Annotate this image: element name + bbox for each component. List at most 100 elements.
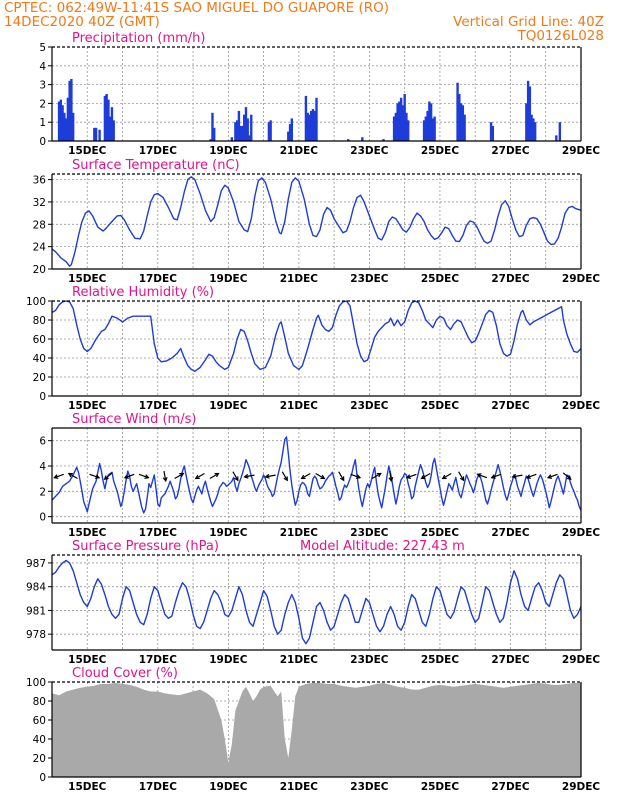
x-tick-label: 17DEC [139,654,178,666]
precip-bar [98,129,101,141]
wind-arrow-head [194,474,200,480]
panel-3: 0 20 40 60 80 100 15DEC 17DEC 19DEC 21DEC 23DEC 25D… [26,285,600,412]
panel-title: Surface Wind (m/s) [72,412,196,427]
x-tick-label: 25DEC [421,145,460,157]
wind-arrow-head [214,472,220,478]
y-tick-label: 0 [39,391,46,403]
x-tick-label: 27DEC [491,145,530,157]
precip-bar [70,78,73,141]
precip-bar [250,114,253,141]
wind-arrow-head [355,474,362,479]
precip-bar [347,139,350,141]
panel-title: Precipitation (mm/h) [72,31,205,46]
precip-bar [426,110,429,141]
wind-arrow [477,473,488,479]
series-line [51,176,582,267]
wind-arrow [350,473,361,479]
precip-bar [246,118,249,141]
x-tick-label: 25DEC [421,273,460,285]
panel-1: 0 1 2 3 4 5 15DEC 17DEC 19DEC 21DEC 23DEC 25DEC 27DE… [39,31,600,157]
precip-bar [243,114,246,141]
panel-title: Cloud Cover (%) [72,666,178,681]
precip-bar [382,139,385,141]
x-tick-label: 23DEC [350,145,389,157]
wind-arrow-head [283,476,288,482]
y-tick-label: 5 [39,42,46,54]
panel-title: Surface Temperature (nC) [72,158,240,173]
wind-arrow [244,474,255,478]
precip-bar [230,137,234,141]
wind-arrow-head [511,473,517,479]
x-tick-label: 29DEC [562,781,601,793]
y-tick-label: 40 [33,734,46,746]
wind-arrow [174,472,184,480]
precip-bar [405,112,408,141]
precip-bar [526,80,530,141]
wind-arrow [562,472,572,480]
x-tick-label: 29DEC [562,400,601,412]
wind-arrow-head [476,473,482,478]
series-line [51,436,582,514]
wind-arrow-head [103,475,109,481]
precip-bar [211,112,214,141]
x-tick-label: 19DEC [209,145,248,157]
wind-arrow-head [566,475,572,481]
wind-arrow [89,473,100,479]
x-tick-label: 27DEC [491,273,530,285]
precip-bar [399,97,403,141]
precip-bar [57,101,61,141]
wind-arrow-head [339,476,345,482]
precip-bar [239,125,242,141]
wind-arrow-head [179,472,185,478]
x-tick-label: 29DEC [562,527,601,539]
precip-bar [458,94,461,141]
y-tick-label: 2 [39,98,46,110]
precip-bar [63,112,66,141]
wind-arrow-head [546,474,553,479]
x-tick-label: 25DEC [421,400,460,412]
x-tick-label: 15DEC [68,273,107,285]
x-tick-label: 21DEC [280,527,319,539]
x-tick-label: 15DEC [68,527,107,539]
wind-arrow-head [441,474,447,480]
y-tick-label: 20 [33,753,46,765]
wind-arrow [371,472,382,480]
y-tick-label: 100 [26,296,46,308]
y-tick-label: 4 [39,61,46,73]
wind-arrow [195,472,205,480]
header-line1: CPTEC: 062:49W-11:41S SAO MIGUEL DO GUAP… [4,0,389,16]
wind-arrow-head [300,474,306,480]
precip-bar [429,103,433,141]
y-tick-label: 20 [33,372,46,384]
precip-bar [209,139,212,141]
precip-bar [456,82,459,141]
y-tick-label: 36 [33,175,47,187]
wind-arrow [209,472,219,480]
precip-bar [491,125,495,141]
wind-arrow-head [459,476,465,482]
precip-bar [392,116,396,141]
x-tick-label: 19DEC [209,400,248,412]
wind-arrow [442,472,452,480]
y-tick-label: 80 [33,315,46,327]
x-tick-label: 17DEC [139,145,178,157]
wind-arrow [491,473,502,479]
x-tick-label: 19DEC [209,654,248,666]
wind-arrow-head [388,476,394,483]
x-tick-label: 21DEC [280,273,319,285]
wind-arrow-head [405,474,412,479]
x-tick-label: 17DEC [139,273,178,285]
precip-bar [287,131,290,141]
precip-bar [310,110,313,141]
precip-bar [558,122,562,141]
x-tick-label: 19DEC [209,527,248,539]
precip-bar [213,127,216,141]
precip-bar [532,118,535,141]
wind-arrow-head [162,476,168,483]
y-tick-label: 60 [33,334,46,346]
precip-bar [103,95,107,141]
series-line [51,300,582,372]
precip-bar [313,110,316,141]
panel-title: Surface Pressure (hPa) [72,539,219,554]
y-tick-label: 100 [26,677,46,689]
